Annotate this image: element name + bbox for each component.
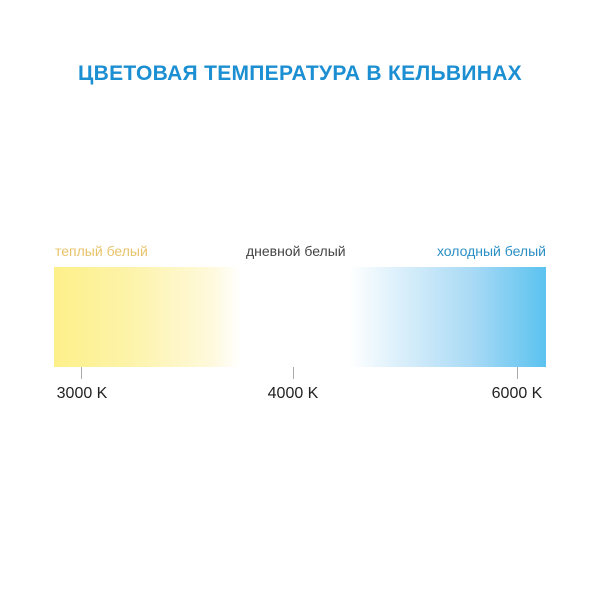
warm-white-label: теплый белый (55, 243, 148, 259)
tick-6000 (517, 367, 518, 379)
label-4000k: 4000 K (267, 385, 319, 402)
tick-4000 (293, 367, 294, 379)
color-temperature-gradient-bar (54, 267, 546, 367)
label-6000k: 6000 K (491, 385, 543, 402)
page-title: ЦВЕТОВАЯ ТЕМПЕРАТУРА В КЕЛЬВИНАХ (78, 62, 522, 85)
daylight-white-label: дневной белый (246, 243, 346, 259)
tick-3000 (81, 367, 82, 379)
label-3000k: 3000 K (56, 385, 108, 402)
cold-white-label: холодный белый (436, 243, 546, 259)
